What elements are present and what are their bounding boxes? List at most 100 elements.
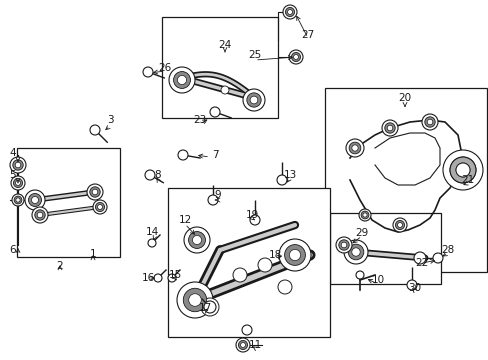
Text: 26: 26	[158, 63, 171, 73]
Circle shape	[284, 244, 305, 265]
Circle shape	[358, 209, 370, 221]
Text: 30: 30	[407, 283, 421, 293]
Circle shape	[386, 125, 392, 131]
Text: 5: 5	[10, 170, 16, 180]
Text: 11: 11	[248, 340, 261, 350]
Circle shape	[449, 157, 475, 183]
Circle shape	[145, 170, 155, 180]
Circle shape	[13, 160, 23, 170]
Circle shape	[442, 150, 482, 190]
Circle shape	[177, 282, 213, 318]
Text: 14: 14	[145, 227, 158, 237]
Circle shape	[183, 288, 206, 312]
Text: 17: 17	[198, 303, 211, 313]
Text: 7: 7	[211, 150, 218, 160]
Text: 15: 15	[168, 270, 181, 280]
Circle shape	[95, 202, 104, 212]
Text: 28: 28	[441, 245, 454, 255]
Circle shape	[240, 343, 245, 347]
Circle shape	[16, 198, 20, 202]
Circle shape	[32, 207, 48, 223]
Circle shape	[287, 10, 292, 14]
Circle shape	[250, 96, 257, 104]
Circle shape	[14, 179, 22, 188]
Circle shape	[28, 194, 41, 207]
Circle shape	[289, 249, 300, 261]
Text: 8: 8	[154, 170, 161, 180]
Circle shape	[15, 162, 21, 168]
Text: 6: 6	[10, 245, 16, 255]
Circle shape	[347, 244, 363, 260]
Circle shape	[424, 117, 434, 127]
Circle shape	[31, 197, 39, 203]
Text: 29: 29	[355, 228, 368, 238]
Circle shape	[178, 150, 187, 160]
Circle shape	[93, 200, 107, 214]
Bar	[168, 188, 329, 337]
Circle shape	[362, 213, 366, 217]
Text: 3: 3	[106, 115, 113, 125]
Text: 16: 16	[141, 273, 154, 283]
Text: 18: 18	[268, 250, 281, 260]
Circle shape	[285, 8, 294, 17]
Circle shape	[209, 107, 220, 117]
Circle shape	[10, 157, 26, 173]
Circle shape	[384, 123, 394, 133]
Text: 21: 21	[461, 175, 474, 185]
Bar	[329, 213, 440, 284]
Circle shape	[35, 210, 45, 220]
Circle shape	[258, 258, 271, 272]
Circle shape	[283, 5, 296, 19]
Circle shape	[348, 142, 360, 154]
Circle shape	[360, 211, 368, 219]
Circle shape	[351, 145, 357, 151]
Circle shape	[293, 55, 298, 59]
Circle shape	[142, 67, 153, 77]
Circle shape	[16, 181, 20, 185]
Circle shape	[12, 194, 24, 206]
Circle shape	[232, 268, 246, 282]
Text: 19: 19	[245, 210, 258, 220]
Text: 9: 9	[214, 190, 221, 200]
Circle shape	[276, 175, 286, 185]
Circle shape	[14, 196, 22, 204]
Circle shape	[188, 294, 201, 306]
Text: 2: 2	[57, 261, 63, 271]
Circle shape	[25, 190, 45, 210]
Circle shape	[406, 280, 416, 290]
Bar	[17, 148, 120, 257]
Circle shape	[169, 67, 195, 93]
Circle shape	[192, 235, 201, 244]
Circle shape	[188, 231, 205, 248]
Circle shape	[291, 53, 300, 62]
Circle shape	[37, 212, 43, 218]
Circle shape	[207, 195, 218, 205]
Bar	[325, 88, 486, 272]
Circle shape	[335, 237, 351, 253]
Circle shape	[183, 227, 209, 253]
Circle shape	[338, 240, 348, 250]
Circle shape	[279, 239, 310, 271]
Text: 27: 27	[301, 30, 314, 40]
Bar	[162, 17, 278, 118]
Circle shape	[148, 239, 156, 247]
Circle shape	[455, 163, 469, 177]
Circle shape	[341, 242, 346, 248]
Circle shape	[177, 76, 186, 85]
Circle shape	[413, 252, 425, 264]
Circle shape	[288, 50, 303, 64]
Text: 22: 22	[414, 258, 428, 268]
Circle shape	[351, 248, 360, 256]
Circle shape	[238, 341, 247, 350]
Circle shape	[92, 189, 98, 195]
Text: 13: 13	[283, 170, 296, 180]
Circle shape	[427, 119, 432, 125]
Text: 20: 20	[398, 93, 411, 103]
Circle shape	[421, 114, 437, 130]
Circle shape	[355, 271, 363, 279]
Circle shape	[236, 338, 249, 352]
Circle shape	[449, 157, 475, 183]
Circle shape	[201, 298, 219, 316]
Circle shape	[87, 184, 103, 200]
Circle shape	[90, 125, 100, 135]
